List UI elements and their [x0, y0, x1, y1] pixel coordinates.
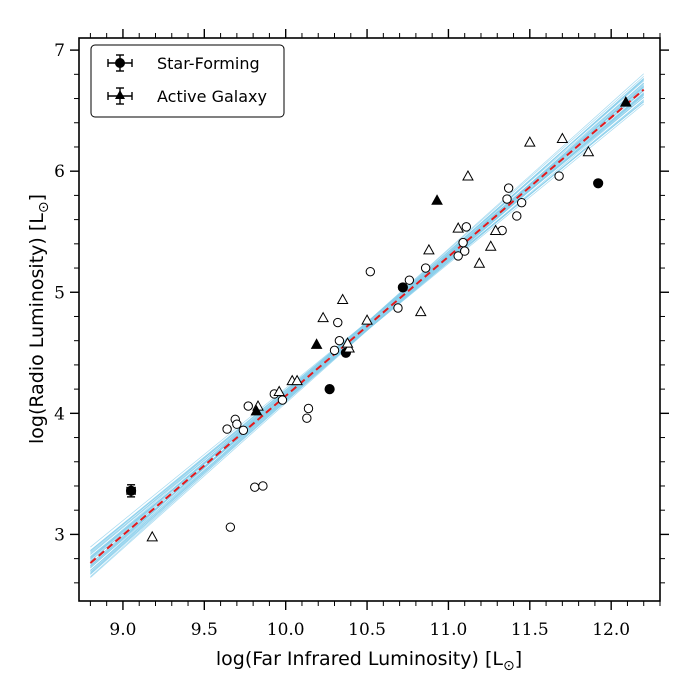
open-circle-point	[225, 522, 236, 532]
x-tick-label: 12.0	[592, 620, 630, 640]
open-circle-point	[393, 303, 403, 313]
filled-triangle-point	[431, 194, 443, 205]
x-tick-label: 10.0	[267, 620, 305, 640]
x-tick-label: 9.0	[109, 620, 136, 640]
open-circle-point	[333, 317, 343, 328]
open-triangle-point	[473, 257, 486, 268]
open-circle-point	[420, 263, 431, 273]
open-circle-point	[503, 183, 514, 193]
open-circle-point	[238, 425, 249, 435]
open-circle-point	[512, 211, 522, 221]
y-tick-label: 3	[54, 525, 65, 545]
open-triangle-point	[582, 145, 595, 157]
filled-triangle-point	[250, 404, 263, 416]
open-triangle-point	[361, 314, 373, 325]
open-triangle-point	[556, 132, 569, 143]
open-triangle-point	[489, 224, 502, 236]
open-triangle-point	[462, 169, 474, 181]
legend-box	[90, 44, 285, 118]
open-circle-point	[329, 345, 340, 356]
open-circle-point	[554, 171, 564, 181]
y-axis-title: log(Radio Luminosity) [L⊙]	[26, 194, 52, 444]
filled-triangle-point	[619, 96, 632, 107]
open-circle-point	[404, 275, 415, 285]
open-circle-point	[365, 266, 376, 277]
filled-circle-point	[593, 178, 604, 189]
plot-frame	[78, 37, 661, 602]
x-axis-sun-symbol: ⊙	[503, 658, 515, 674]
open-circle-point	[302, 413, 312, 423]
open-triangle-point	[146, 530, 159, 542]
filled-circle-point	[324, 384, 335, 395]
open-triangle-point	[484, 240, 497, 251]
open-circle-point	[303, 403, 314, 414]
filled-circle-point	[125, 484, 137, 498]
y-tick-label: 5	[54, 283, 65, 303]
fit-line	[89, 88, 645, 564]
open-circle-point	[460, 246, 470, 256]
x-tick-label: 9.5	[191, 620, 218, 640]
open-triangle-point	[336, 293, 349, 305]
fit-band-line	[90, 78, 644, 577]
y-tick-label: 4	[54, 404, 65, 424]
x-axis-title: log(Far Infrared Luminosity) [L⊙]	[216, 648, 522, 674]
open-triangle-point	[317, 311, 329, 323]
x-tick-label: 11.5	[511, 620, 549, 640]
open-triangle-point	[273, 385, 286, 397]
open-circle-point	[516, 197, 527, 208]
open-circle-point	[250, 482, 260, 492]
open-circle-point	[277, 395, 288, 405]
y-axis-sun-symbol: ⊙	[36, 201, 52, 213]
open-triangle-point	[341, 337, 354, 348]
open-circle-point	[502, 194, 512, 204]
data-points	[125, 96, 632, 542]
filled-triangle-point	[310, 338, 323, 349]
axis-ticks: 9.0 9.5 10.0 10.5 11.0 11.5 12.0 3 4 5 6 7	[54, 29, 669, 640]
x-tick-label: 11.0	[430, 620, 468, 640]
fit-band-line	[90, 83, 644, 578]
open-circle-point	[232, 419, 242, 429]
open-circle-point	[334, 335, 345, 346]
open-triangle-point	[452, 222, 465, 233]
open-circle-point	[458, 237, 468, 248]
fit-band-line	[90, 84, 644, 575]
open-triangle-point	[423, 243, 435, 255]
legend-label-star-forming: Star-Forming	[157, 54, 260, 73]
open-triangle-point	[523, 136, 536, 147]
open-circle-point	[453, 251, 463, 261]
y-tick-label: 6	[54, 162, 65, 182]
best-fit-line	[89, 88, 645, 564]
filled-circle-point	[397, 282, 408, 293]
open-circle-point	[222, 424, 232, 434]
open-triangle-point	[414, 305, 427, 317]
legend-marker-star-forming	[107, 54, 133, 72]
legend-label-active-galaxy: Active Galaxy	[157, 87, 267, 106]
legend: Star-Forming Active Galaxy	[90, 44, 285, 118]
x-tick-label: 10.5	[348, 620, 386, 640]
y-tick-label: 7	[54, 41, 65, 61]
open-circle-point	[461, 222, 472, 232]
legend-marker-active-galaxy	[107, 87, 133, 105]
open-triangle-point	[291, 374, 303, 386]
open-circle-point	[258, 481, 268, 491]
open-circle-point	[243, 401, 253, 411]
